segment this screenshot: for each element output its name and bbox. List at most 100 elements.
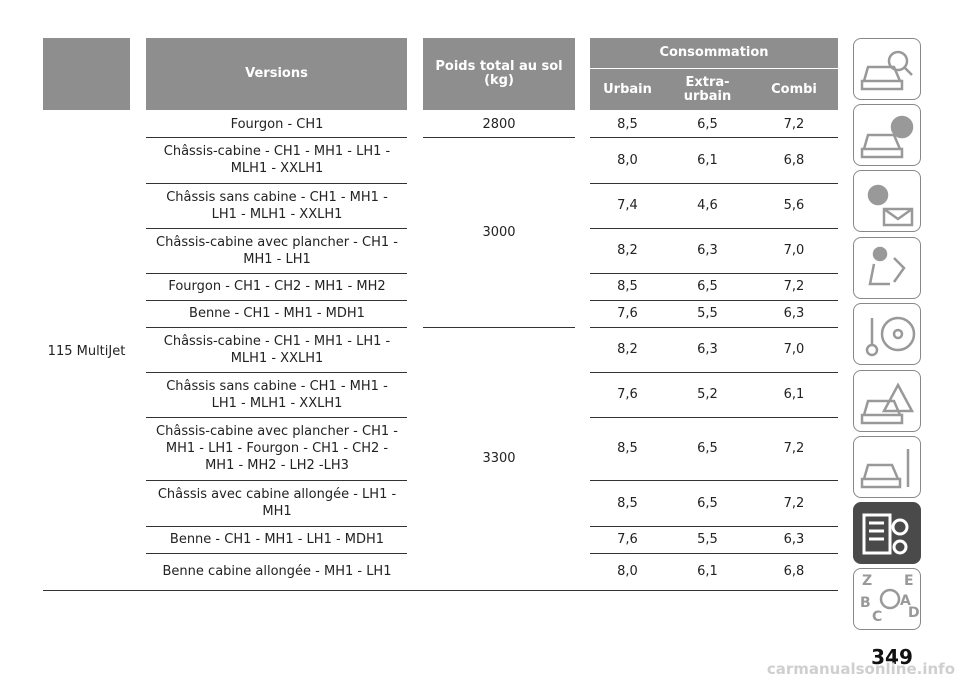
- table-bottom-rule: [43, 590, 838, 591]
- extra-urbain-cell: 6,5: [697, 495, 718, 511]
- version-cell: Châssis-cabine avec plancher - CH1 - MH1…: [156, 234, 398, 267]
- row-rule: [146, 553, 407, 554]
- row-rule: [146, 480, 407, 481]
- combi-cell: 6,3: [783, 532, 805, 547]
- urbain-cell: 7,4: [617, 198, 638, 213]
- svg-text:E: E: [904, 573, 914, 589]
- svg-text:B: B: [860, 595, 871, 611]
- tab-lights[interactable]: [853, 170, 921, 232]
- urbain-cell: 7,6: [617, 387, 638, 402]
- urbain-cell: 7,6: [617, 532, 638, 547]
- tab-index[interactable]: Z E B A C D: [853, 568, 921, 630]
- extra-urbain-cell: 5,5: [697, 532, 718, 547]
- combi-cell: 7,2: [783, 441, 805, 456]
- svg-text:Z: Z: [862, 573, 872, 589]
- row-rule: [146, 526, 407, 527]
- tab-safety[interactable]: [853, 237, 921, 299]
- urbain-cell: 8,5: [617, 495, 638, 511]
- extra-urbain-cell: 6,5: [697, 279, 718, 294]
- header-urbain: Urbain: [590, 69, 665, 110]
- combi-cell: 6,8: [783, 152, 805, 168]
- watermark: carmanualsonline.info: [766, 660, 955, 678]
- version-cell: Fourgon - CH1: [230, 117, 324, 132]
- tab-info[interactable]: [853, 104, 921, 166]
- urbain-cell: 8,2: [617, 342, 638, 357]
- version-cell: Benne - CH1 - MH1 - LH1 - MDH1: [169, 532, 385, 547]
- row-rule: [590, 526, 838, 527]
- extra-urbain-cell: 6,1: [697, 152, 718, 168]
- row-rule: [590, 228, 838, 229]
- urbain-cell: 8,2: [617, 243, 638, 258]
- svg-text:C: C: [872, 609, 882, 625]
- row-rule: [146, 183, 407, 184]
- spec-table: Versions Poids total au sol (kg) Consomm…: [43, 38, 838, 591]
- urbain-cell: 8,5: [617, 441, 638, 456]
- header-poids: Poids total au sol (kg): [423, 38, 575, 110]
- extra-urbain-cell: 5,2: [697, 387, 718, 402]
- row-rule: [590, 273, 838, 274]
- poids-cell: 3000: [482, 224, 516, 240]
- tab-maintenance[interactable]: [853, 436, 921, 498]
- group-rule: [423, 327, 575, 328]
- svg-text:A: A: [900, 593, 911, 609]
- combi-cell: 7,2: [783, 279, 805, 294]
- row-rule: [590, 480, 838, 481]
- combi-cell: 7,2: [783, 495, 805, 511]
- version-cell: Châssis sans cabine - CH1 - MH1 - LH1 - …: [166, 378, 388, 411]
- combi-cell: 6,1: [783, 387, 805, 402]
- svg-text:D: D: [908, 605, 920, 621]
- version-cell: Châssis-cabine - CH1 - MH1 - LH1 - MLH1 …: [163, 144, 391, 176]
- row-rule: [146, 137, 407, 138]
- combi-cell: 5,6: [783, 198, 805, 213]
- row-rule: [146, 372, 407, 373]
- version-cell: Châssis-cabine avec plancher - CH1 - MH1…: [156, 424, 398, 473]
- version-cell: Benne cabine allongée - MH1 - LH1: [162, 564, 392, 579]
- poids-cell: 2800: [482, 117, 516, 132]
- row-rule: [590, 183, 838, 184]
- row-rule: [590, 553, 838, 554]
- extra-urbain-cell: 6,5: [697, 441, 718, 456]
- version-cell: Châssis-cabine - CH1 - MH1 - LH1 - MLH1 …: [163, 333, 391, 366]
- urbain-cell: 8,5: [617, 117, 638, 132]
- page-number: 349: [871, 645, 913, 669]
- extra-urbain-cell: 6,3: [697, 243, 718, 258]
- extra-urbain-cell: 6,5: [697, 117, 718, 132]
- combi-cell: 7,2: [783, 117, 805, 132]
- extra-urbain-cell: 4,6: [697, 198, 718, 213]
- group-rule: [423, 137, 575, 138]
- version-cell: Châssis avec cabine allongée - LH1 - MH1: [157, 487, 397, 519]
- row-rule: [146, 300, 407, 301]
- extra-urbain-cell: 5,5: [697, 306, 718, 321]
- row-rule: [590, 300, 838, 301]
- engine-cell: 115 MultiJet: [47, 343, 126, 359]
- urbain-cell: 8,0: [617, 564, 638, 579]
- version-cell: Fourgon - CH1 - CH2 - MH1 - MH2: [168, 279, 386, 294]
- urbain-cell: 8,5: [617, 279, 638, 294]
- poids-cell: 3300: [482, 451, 516, 466]
- combi-cell: 7,0: [783, 342, 805, 357]
- combi-cell: 7,0: [783, 243, 805, 258]
- row-rule: [590, 137, 838, 138]
- header-extra-urbain: Extra-urbain: [665, 69, 750, 110]
- header-combi: Combi: [750, 69, 838, 110]
- row-rule: [590, 417, 838, 418]
- extra-urbain-cell: 6,3: [697, 342, 718, 357]
- version-cell: Benne - CH1 - MH1 - MDH1: [189, 306, 365, 321]
- urbain-cell: 8,0: [617, 152, 638, 168]
- extra-urbain-cell: 6,1: [697, 564, 718, 579]
- header-versions: Versions: [146, 38, 407, 110]
- version-cell: Châssis sans cabine - CH1 - MH1 - LH1 - …: [166, 189, 388, 222]
- combi-cell: 6,8: [783, 564, 805, 579]
- row-rule: [146, 273, 407, 274]
- combi-cell: 6,3: [783, 306, 805, 321]
- header-consommation: Consommation: [590, 38, 838, 68]
- urbain-cell: 7,6: [617, 306, 638, 321]
- tab-technical-data[interactable]: [853, 502, 921, 564]
- row-rule: [590, 327, 838, 328]
- tab-emergency[interactable]: [853, 370, 921, 432]
- header-blank: [43, 38, 130, 110]
- tab-dashboard[interactable]: [853, 38, 921, 100]
- tab-start[interactable]: [853, 303, 921, 365]
- row-rule: [146, 228, 407, 229]
